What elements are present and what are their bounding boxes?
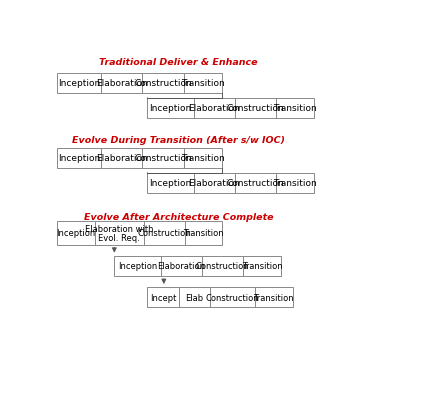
Text: Traditional Deliver & Enhance: Traditional Deliver & Enhance	[99, 58, 258, 67]
Text: Construction: Construction	[227, 104, 284, 113]
Bar	[243, 256, 281, 276]
Text: Inception: Inception	[56, 229, 95, 238]
Text: Evolve After Architecture Complete: Evolve After Architecture Complete	[84, 213, 273, 222]
Bar	[147, 173, 193, 194]
Bar	[276, 98, 314, 119]
Bar	[57, 148, 101, 168]
Text: Inception: Inception	[150, 179, 192, 188]
Text: Elaboration: Elaboration	[188, 179, 240, 188]
Bar	[235, 98, 276, 119]
Bar	[185, 222, 222, 245]
Bar	[235, 173, 276, 194]
Text: Incept: Incept	[150, 293, 176, 302]
Bar	[193, 98, 235, 119]
Bar	[101, 74, 142, 94]
Text: Elab: Elab	[185, 293, 204, 302]
Bar	[114, 256, 161, 276]
Text: Elaboration: Elaboration	[157, 262, 205, 271]
Text: Transition: Transition	[253, 293, 294, 302]
Bar	[179, 287, 210, 307]
Bar	[95, 222, 144, 245]
Bar	[147, 98, 193, 119]
Bar	[144, 222, 185, 245]
Bar	[184, 148, 222, 168]
Bar	[142, 74, 184, 94]
Text: Transition: Transition	[181, 154, 225, 163]
Bar	[161, 256, 202, 276]
Text: Construction: Construction	[227, 179, 284, 188]
Text: Inception: Inception	[58, 79, 100, 88]
Text: Transition: Transition	[181, 79, 225, 88]
Text: Inception: Inception	[118, 262, 157, 271]
Text: Elaboration: Elaboration	[96, 154, 148, 163]
Bar	[202, 256, 243, 276]
Text: Construction: Construction	[196, 262, 249, 271]
Bar	[210, 287, 255, 307]
Bar	[57, 222, 95, 245]
Text: Construction: Construction	[134, 79, 192, 88]
Bar	[255, 287, 293, 307]
Text: Transition: Transition	[273, 179, 317, 188]
Text: Construction: Construction	[134, 154, 192, 163]
Text: Elaboration: Elaboration	[188, 104, 240, 113]
Bar	[101, 148, 142, 168]
Bar	[184, 74, 222, 94]
Text: Construction: Construction	[205, 293, 259, 302]
Text: Transition: Transition	[183, 229, 224, 238]
Bar	[142, 148, 184, 168]
Text: Inception: Inception	[58, 154, 100, 163]
Text: Construction: Construction	[138, 229, 192, 238]
Text: Inception: Inception	[150, 104, 192, 113]
Bar	[193, 173, 235, 194]
Text: Transition: Transition	[273, 104, 317, 113]
Bar	[57, 74, 101, 94]
Bar	[276, 173, 314, 194]
Text: Transition: Transition	[242, 262, 282, 271]
Text: Elaboration: Elaboration	[96, 79, 148, 88]
Text: Evolve During Transition (After s/w IOC): Evolve During Transition (After s/w IOC)	[72, 136, 285, 145]
Text: Elaboration with
Evol. Req.: Elaboration with Evol. Req.	[85, 224, 153, 243]
Bar	[147, 287, 179, 307]
